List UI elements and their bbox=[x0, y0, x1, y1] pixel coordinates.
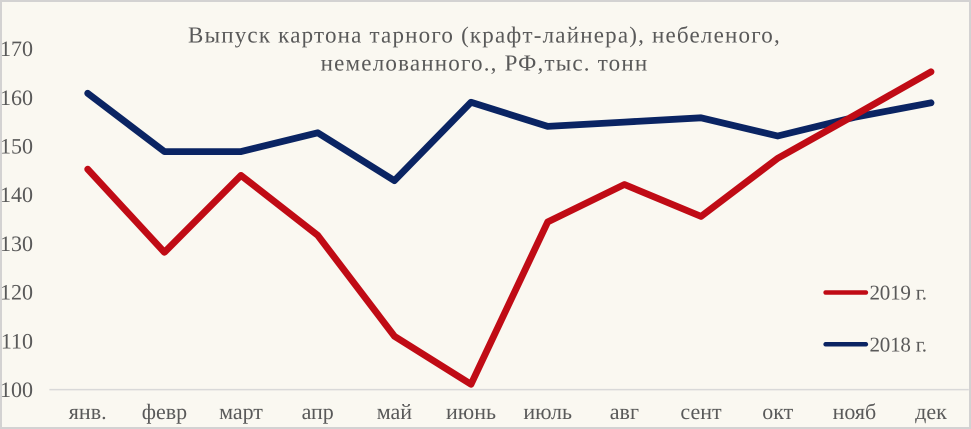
svg-text:нояб: нояб bbox=[833, 399, 877, 424]
svg-text:130: 130 bbox=[0, 231, 33, 256]
svg-text:апр: апр bbox=[302, 399, 334, 424]
svg-text:немелованного., РФ,тыс. тонн: немелованного., РФ,тыс. тонн bbox=[321, 51, 649, 76]
svg-text:дек: дек bbox=[915, 399, 947, 424]
svg-text:100: 100 bbox=[0, 377, 33, 402]
svg-text:авг: авг bbox=[610, 399, 639, 424]
svg-text:2018 г.: 2018 г. bbox=[870, 332, 927, 356]
svg-text:янв.: янв. bbox=[69, 399, 107, 424]
svg-text:окт: окт bbox=[762, 399, 793, 424]
svg-text:160: 160 bbox=[0, 85, 33, 110]
svg-text:май: май bbox=[377, 399, 413, 424]
svg-text:150: 150 bbox=[0, 134, 33, 159]
svg-text:июнь: июнь bbox=[446, 399, 496, 424]
svg-text:июль: июль bbox=[523, 399, 572, 424]
svg-text:170: 170 bbox=[0, 36, 33, 61]
svg-text:110: 110 bbox=[1, 328, 33, 353]
svg-text:120: 120 bbox=[0, 280, 33, 305]
svg-text:март: март bbox=[219, 399, 263, 424]
svg-text:2019 г.: 2019 г. bbox=[870, 281, 927, 305]
svg-text:140: 140 bbox=[0, 182, 33, 207]
svg-text:сент: сент bbox=[680, 399, 722, 424]
svg-text:февр: февр bbox=[142, 399, 187, 424]
svg-text:Выпуск картона тарного (крафт-: Выпуск картона тарного (крафт-лайнера), … bbox=[188, 22, 781, 47]
